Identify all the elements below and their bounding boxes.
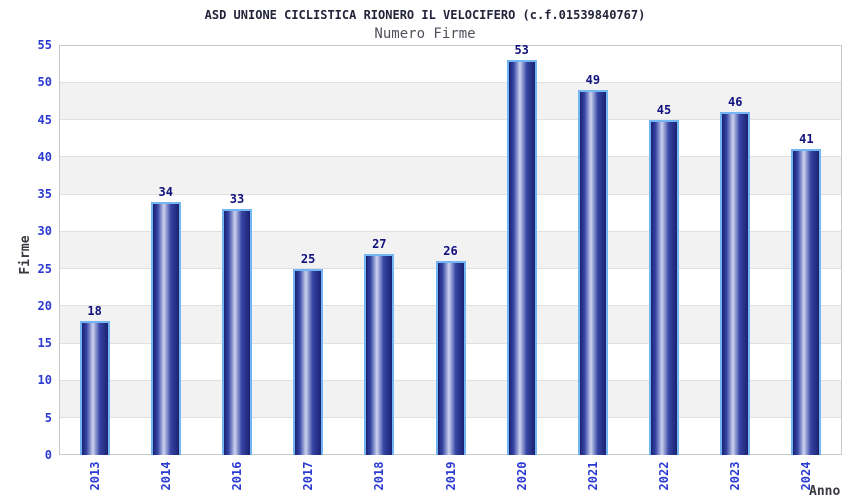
plot-band — [59, 45, 842, 83]
y-tick-label: 5 — [44, 410, 52, 425]
bar-value-label: 45 — [656, 102, 672, 117]
y-tick-label: 25 — [37, 261, 52, 276]
bar-2018 — [364, 253, 395, 455]
x-tick-label: 2020 — [514, 461, 529, 491]
y-tick-label: 10 — [37, 373, 52, 388]
y-tick-label: 30 — [37, 224, 52, 239]
bar-2022 — [649, 119, 680, 455]
x-axis-label: Anno — [809, 484, 841, 499]
y-tick-label: 45 — [37, 112, 52, 127]
bar-2023 — [720, 112, 751, 455]
bar-value-label: 34 — [158, 184, 173, 199]
x-tick-label: 2021 — [585, 461, 600, 491]
plot-band — [59, 156, 842, 195]
bar-2024 — [791, 149, 822, 455]
y-tick-label: 15 — [37, 336, 52, 351]
x-tick-label: 2017 — [301, 461, 316, 491]
y-tick-label: 40 — [37, 149, 52, 164]
y-tick-label: 0 — [44, 448, 52, 462]
bar-2013 — [79, 320, 110, 455]
bar-2016 — [221, 209, 252, 455]
plot-band — [59, 82, 842, 120]
x-tick-label: 2014 — [158, 461, 173, 491]
x-tick-label: 2023 — [728, 461, 743, 491]
bar-2020 — [506, 59, 537, 455]
y-tick-label: 35 — [37, 187, 52, 202]
y-tick-label: 20 — [37, 298, 52, 313]
gridline — [59, 230, 842, 232]
gridline — [59, 81, 842, 83]
bar-2017 — [293, 268, 324, 455]
plot-band — [59, 194, 842, 232]
bar-2014 — [150, 201, 181, 455]
chart-title: ASD UNIONE CICLISTICA RIONERO IL VELOCIF… — [204, 8, 646, 22]
x-tick-label: 2022 — [657, 461, 672, 491]
bar-value-label: 27 — [372, 236, 387, 251]
plot-band — [59, 119, 842, 157]
x-tick-label: 2019 — [443, 461, 458, 491]
x-tick-label: 2016 — [229, 461, 244, 491]
bar-value-label: 46 — [727, 95, 743, 110]
y-tick-label: 55 — [37, 38, 52, 52]
bar-value-label: 41 — [799, 132, 814, 147]
bar-2021 — [577, 89, 608, 455]
bar-value-label: 53 — [514, 42, 529, 57]
bar-value-label: 33 — [229, 192, 245, 206]
x-tick-label: 2013 — [87, 461, 102, 491]
gridline — [59, 119, 842, 121]
bar-value-label: 26 — [443, 244, 458, 259]
bar-2019 — [435, 261, 466, 455]
x-tick-label: 2018 — [372, 461, 387, 491]
x-tick-label: 2024 — [799, 461, 814, 491]
bar-value-label: 18 — [87, 303, 102, 318]
chart-subtitle: Numero Firme — [374, 26, 476, 42]
bar-value-label: 25 — [300, 251, 316, 266]
gridline — [59, 156, 842, 158]
gridline — [59, 193, 842, 195]
y-tick-label: 50 — [37, 75, 52, 90]
bar-value-label: 49 — [585, 72, 601, 87]
